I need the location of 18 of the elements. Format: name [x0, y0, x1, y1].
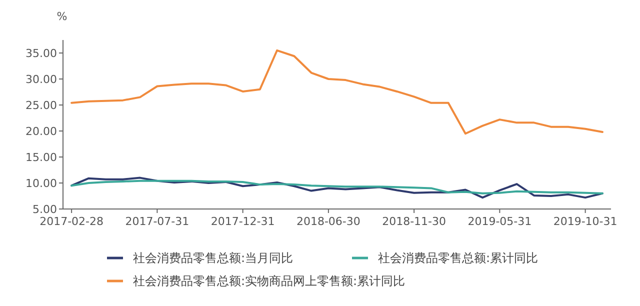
y-tick-label: 10.00: [26, 177, 57, 190]
x-tick-label: 2019-10-31: [553, 215, 618, 228]
y-tick-label: 15.00: [26, 151, 57, 164]
x-tick-label: 2017-12-31: [210, 215, 275, 228]
y-tick-label: 35.00: [26, 47, 57, 60]
x-tick-label: 2018-06-30: [296, 215, 360, 228]
y-tick-label: 25.00: [26, 99, 57, 112]
x-tick-label: 2017-07-31: [125, 215, 190, 228]
y-tick-label: 20.00: [26, 125, 57, 138]
legend-label: 社会消费品零售总额:当月同比: [133, 251, 294, 265]
y-tick-label: 5.00: [32, 203, 57, 216]
x-tick-label: 2017-02-28: [40, 215, 104, 228]
legend-label: 社会消费品零售总额:实物商品网上零售额:累计同比: [133, 274, 406, 288]
x-tick-label: 2019-05-31: [468, 215, 532, 228]
legend-label: 社会消费品零售总额:累计同比: [378, 251, 538, 265]
y-axis-title: %: [56, 10, 68, 23]
y-tick-label: 30.00: [26, 73, 57, 86]
x-tick-label: 2018-11-30: [382, 215, 446, 228]
